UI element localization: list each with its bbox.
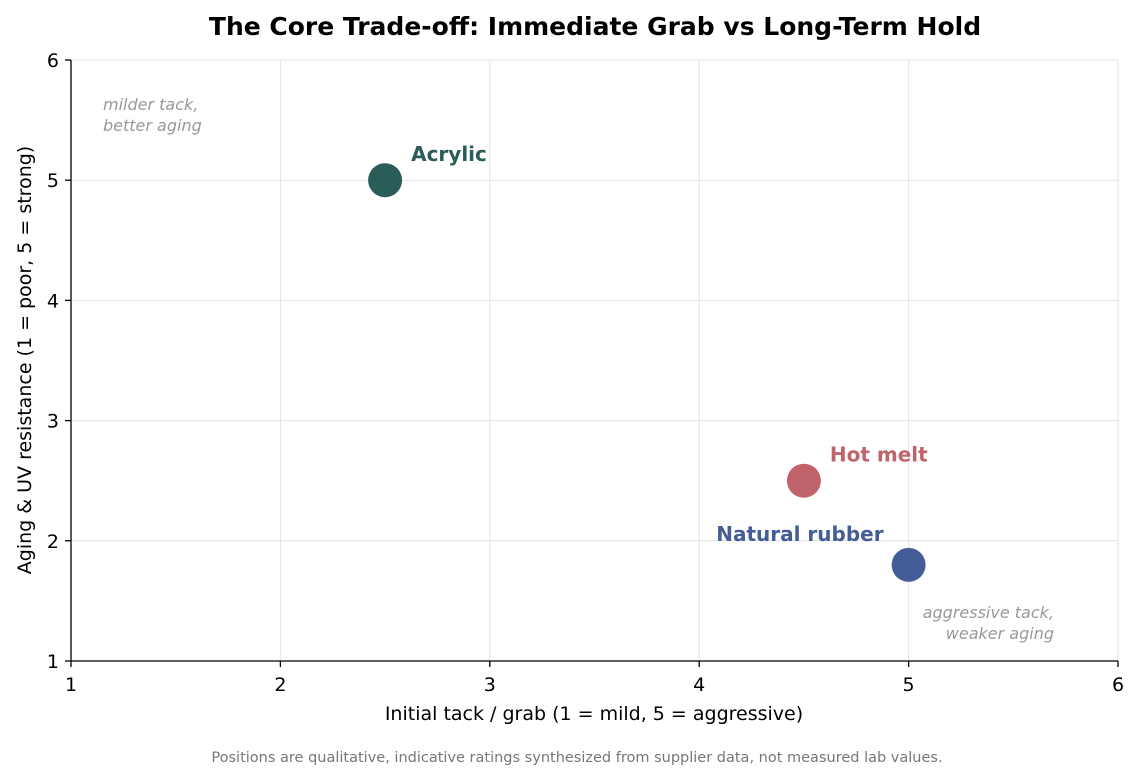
y-tick-label: 4 — [47, 290, 59, 312]
x-tick-label: 6 — [1112, 674, 1124, 696]
x-tick-label: 3 — [484, 674, 496, 696]
point-label: Natural rubber — [716, 522, 884, 546]
x-tick-label: 1 — [65, 674, 77, 696]
point-label: Acrylic — [411, 142, 487, 166]
x-tick-label: 4 — [693, 674, 705, 696]
point-label: Hot melt — [830, 443, 928, 467]
footnote: Positions are qualitative, indicative ra… — [211, 750, 942, 766]
y-tick-label: 2 — [47, 531, 59, 553]
y-tick-label: 3 — [47, 411, 59, 433]
x-tick-label: 5 — [903, 674, 915, 696]
x-tick-label: 2 — [274, 674, 286, 696]
axis-ticks: 1 2 3 4 5 6 1 2 3 4 5 6 — [47, 50, 1124, 696]
y-tick-label: 6 — [47, 50, 59, 72]
gridlines — [71, 59, 1119, 661]
y-tick-label: 1 — [47, 651, 59, 673]
chart-title: The Core Trade-off: Immediate Grab vs Lo… — [209, 12, 981, 41]
data-point — [786, 463, 821, 498]
annotation-note: milder tack, better aging — [103, 95, 202, 135]
annotations: milder tack, better aging aggressive tack,… — [103, 95, 1054, 643]
data-point — [891, 547, 926, 582]
y-axis-label: Aging & UV resistance (1 = poor, 5 = str… — [14, 146, 36, 574]
y-tick-label: 5 — [47, 170, 59, 192]
x-axis-label: Initial tack / grab (1 = mild, 5 = aggre… — [385, 703, 803, 725]
annotation-note: aggressive tack, weaker aging — [923, 603, 1054, 643]
data-point — [368, 163, 403, 198]
data-points: Acrylic Hot melt Natural rubber — [368, 142, 928, 582]
